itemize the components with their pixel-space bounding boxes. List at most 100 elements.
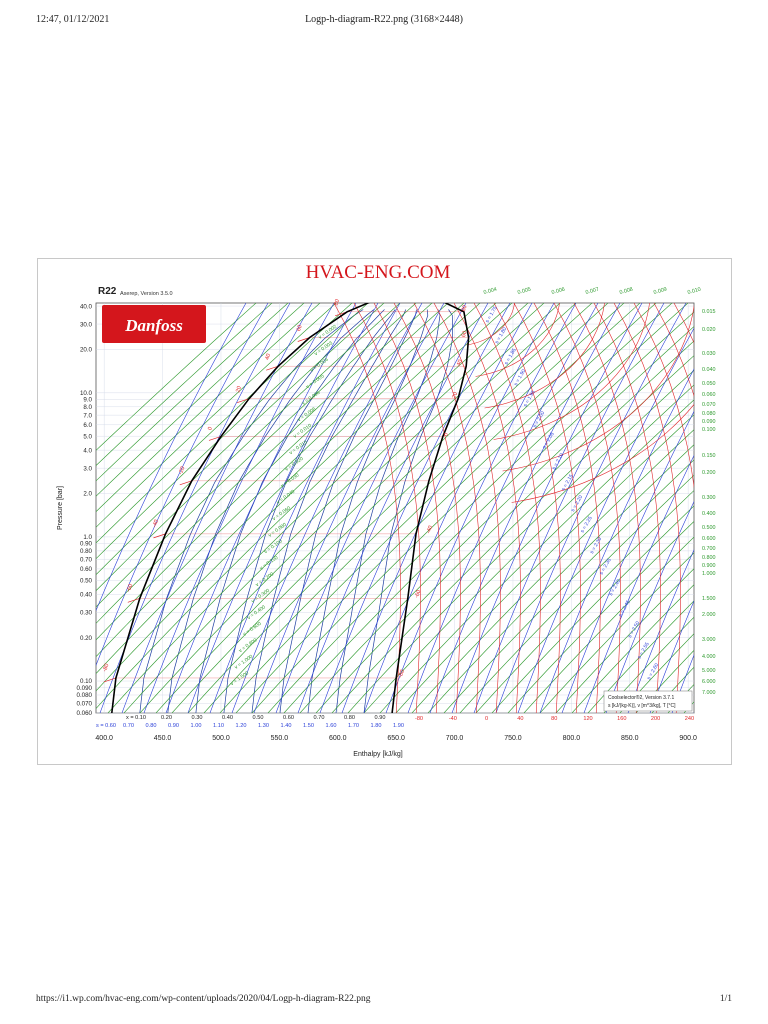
isentrope-line [143,303,335,713]
quality-line [167,309,375,713]
isentrope-line [716,303,731,713]
isotherm-vapor [333,303,401,713]
isotherm-label: -60 [126,583,134,593]
isochore-line [315,340,694,713]
isentrope-line [96,303,247,612]
isochore-line [187,303,609,713]
temperature-bottom-label: 80 [551,716,557,722]
entropy-bottom-label: 0.90 [168,723,179,729]
isentrope-line [363,303,555,713]
isotherm-vapor [553,303,621,713]
isochore-line [96,303,353,544]
isotherm-liquid [127,597,140,603]
isotherm-liquid [153,533,166,539]
isentrope-line [627,549,694,713]
y-tick-label: 0.70 [80,556,93,563]
isochore-line [96,303,385,576]
isentrope-line [495,303,687,713]
isentrope-line [561,410,694,713]
isentrope-line [429,303,621,713]
isochore-line [96,303,513,710]
volume-right-label: 0.040 [702,367,716,373]
x-tick-label: 700.0 [446,735,464,742]
y-tick-label: 5.0 [83,433,92,440]
entropy-bottom-label: 1.20 [236,723,247,729]
isotherm-vapor-label: 0 [443,432,450,437]
logo-text: Danfoss [124,316,183,335]
isotherm-vapor [593,303,661,713]
ph-diagram-chart: 400.0 450.0 500.0 550.0 600.0 650.0 700.0 750.0… [57,262,731,758]
temperature-bottom-label: -40 [449,716,457,722]
isotherm-arc [466,303,515,346]
isotherm-vapor [633,303,694,489]
isochore-line [603,616,694,713]
isotherm-vapor [453,303,521,713]
isentrope-line [583,454,694,713]
entropy-bottom-label: 1.90 [393,723,404,729]
y-tick-label: 20.0 [80,347,93,354]
isochore-line [491,505,694,713]
y-tick-label: 0.060 [77,710,93,717]
isochore-line [96,303,433,624]
isochore-line [587,600,694,713]
volume-right-label: 2.000 [702,612,716,618]
isochore-line [267,303,689,713]
isotherm-liquid [236,398,250,404]
isotherm-label: 0 [207,426,214,431]
saturation-dome [111,303,470,713]
print-url: https://i1.wp.com/hvac-eng.com/wp-conten… [36,994,371,1004]
entropy-bottom-label: 1.30 [258,723,269,729]
quality-label: 0.30 [192,715,203,721]
isochore-line [96,303,497,692]
temperature-bottom-label: -80 [415,716,423,722]
isotherm-vapor [653,303,694,397]
y-tick-label: 7.0 [83,412,92,419]
x-tick-label: 400.0 [95,735,113,742]
entropy-bottom-label: 1.80 [371,723,382,729]
volume-right-label: 0.600 [702,536,716,542]
y-tick-label: 40.0 [80,303,93,310]
entropy-bottom-label: 0.80 [146,723,157,729]
isentrope-line [297,303,489,713]
isotherm-vapor-label: 40 [456,359,464,367]
isentrope-line [121,303,313,713]
volume-right-label: 0.015 [702,309,716,315]
isotherm-label: -80 [102,663,110,673]
isochore-line [251,303,673,713]
volume-right-label: 1.000 [702,571,716,577]
isotherm-arc [502,304,694,472]
y-tick-label: 0.090 [77,685,93,692]
isotherm-label: 20 [235,385,243,393]
y-tick-label: 0.40 [80,591,93,598]
quality-line [279,309,417,713]
isochore-line [619,633,694,713]
isochore-line [203,303,625,713]
quality-label: x = 0.10 [126,715,146,721]
y-tick-label: 0.90 [80,541,93,548]
footnote-line-1: Coolselector®2, Version 3.7.1 [608,694,674,701]
x-tick-label: 850.0 [621,735,639,742]
isotherm-arc [475,303,560,377]
isotherm-liquid [208,436,222,441]
isotherm-vapor [413,303,481,713]
y-tick-label: 3.0 [83,465,92,472]
isochore-line [379,399,694,713]
isotherm-vapor [353,303,421,713]
isentrope-line [275,303,467,713]
isochore-line [139,303,561,713]
print-title: Logp-h-diagram-R22.png (3168×2448) [305,14,463,25]
isotherm-vapor-label: -60 [414,589,422,599]
isotherm-vapor-label: -40 [426,525,434,535]
isochore-line [507,520,694,713]
isotherm-label: -40 [152,519,160,529]
volume-top-label: 0.006 [551,287,566,296]
isochore-line [427,444,694,713]
chart-frame: 400.0 450.0 500.0 550.0 600.0 650.0 700.0 750.0… [37,258,732,765]
isotherm-vapor [393,303,461,713]
isentrope-line [407,303,599,713]
quality-line [195,309,385,713]
isochore-line [539,552,694,713]
volume-top-label: 0.005 [517,287,532,296]
isochore-line [155,303,577,713]
grid [96,303,694,714]
